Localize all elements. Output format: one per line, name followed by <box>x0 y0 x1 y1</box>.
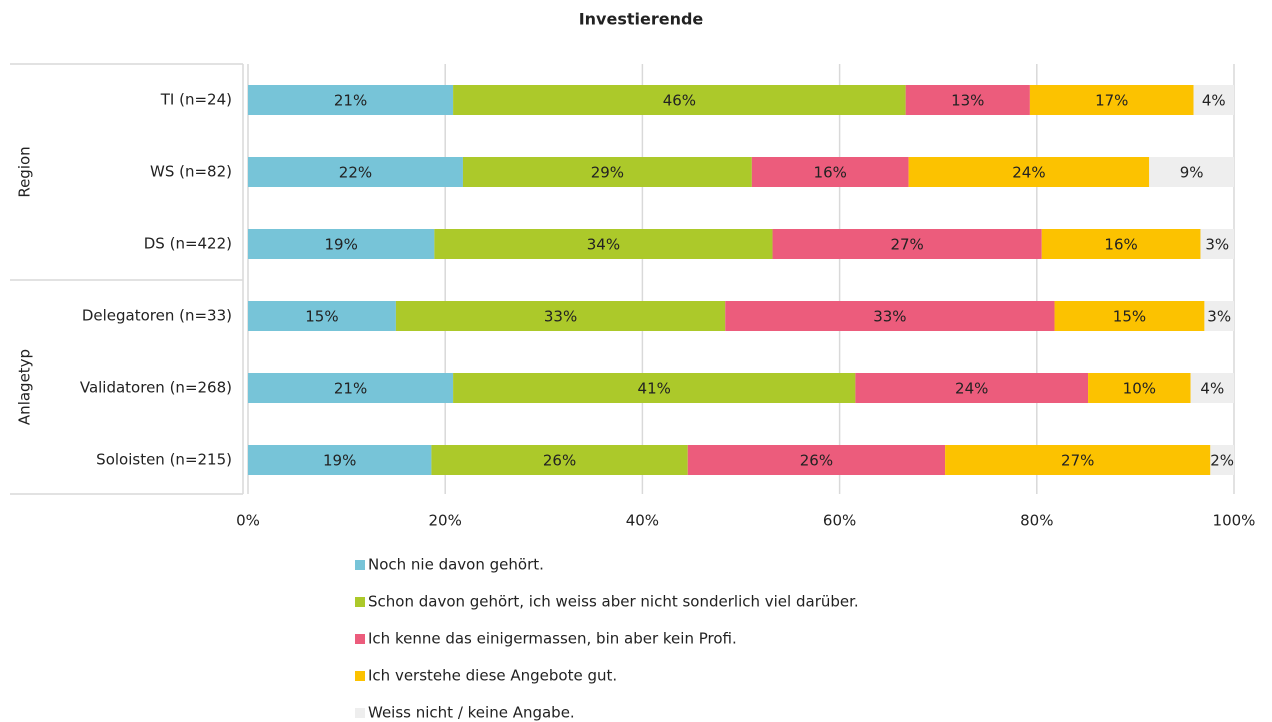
bar-segment <box>725 301 1055 331</box>
group-label: Anlagetyp <box>16 349 34 425</box>
bar-segment <box>434 229 773 259</box>
bar-segment <box>1029 85 1194 115</box>
y-tick-label: DS (n=422) <box>144 235 232 253</box>
data-label: 16% <box>814 164 847 182</box>
legend-label: Weiss nicht / keine Angabe. <box>368 704 575 722</box>
data-label: 10% <box>1123 380 1156 398</box>
x-tick-label: 60% <box>823 512 856 530</box>
data-label: 9% <box>1180 164 1204 182</box>
data-label: 21% <box>334 92 367 110</box>
data-label: 29% <box>591 164 624 182</box>
data-label: 15% <box>305 308 338 326</box>
bar-segment <box>1193 85 1234 115</box>
data-label: 26% <box>800 452 833 470</box>
data-label: 4% <box>1202 92 1226 110</box>
legend-swatch <box>355 708 365 718</box>
data-label: 27% <box>890 236 923 254</box>
legend-swatch <box>355 597 365 607</box>
bar-segment <box>248 85 454 115</box>
data-label: 33% <box>873 308 906 326</box>
bar-segment <box>1054 301 1205 331</box>
data-label: 22% <box>339 164 372 182</box>
legend-label: Ich verstehe diese Angebote gut. <box>368 667 617 685</box>
data-label: 46% <box>663 92 696 110</box>
bar-segment <box>453 373 856 403</box>
x-tick-label: 80% <box>1020 512 1053 530</box>
bar-segment <box>248 229 435 259</box>
data-label: 13% <box>951 92 984 110</box>
legend-swatch <box>355 560 365 570</box>
group-label: Region <box>16 146 34 197</box>
bar-segment <box>248 157 463 187</box>
bar-segment <box>453 85 906 115</box>
y-tick-label: WS (n=82) <box>150 163 232 181</box>
bar-segment <box>248 373 454 403</box>
bar-segment <box>908 157 1150 187</box>
data-label: 26% <box>543 452 576 470</box>
bar-segment <box>248 445 432 475</box>
legend-swatch <box>355 634 365 644</box>
x-tick-label: 0% <box>236 512 260 530</box>
bar-segment <box>687 445 946 475</box>
bar-segment <box>462 157 752 187</box>
bar-segment <box>905 85 1030 115</box>
x-tick-label: 100% <box>1213 512 1256 530</box>
y-tick-label: TI (n=24) <box>160 91 232 109</box>
legend-swatch <box>355 671 365 681</box>
bar-segment <box>1190 373 1234 403</box>
bar-segment <box>1041 229 1201 259</box>
data-label: 19% <box>323 452 356 470</box>
legend-label: Noch nie davon gehört. <box>368 556 544 574</box>
legend-label: Ich kenne das einigermassen, bin aber ke… <box>368 630 737 648</box>
bar-segment <box>431 445 688 475</box>
data-label: 15% <box>1113 308 1146 326</box>
bar-segment <box>1204 301 1234 331</box>
data-label: 3% <box>1207 308 1231 326</box>
bar-segment <box>1210 445 1234 475</box>
data-label: 16% <box>1104 236 1137 254</box>
y-tick-label: Soloisten (n=215) <box>96 451 232 469</box>
data-label: 19% <box>325 236 358 254</box>
chart-title: Investierende <box>579 10 704 29</box>
data-label: 4% <box>1200 380 1224 398</box>
bar-segment <box>772 229 1042 259</box>
bar-segment <box>395 301 726 331</box>
y-tick-label: Delegatoren (n=33) <box>82 307 232 325</box>
y-tick-label: Validatoren (n=268) <box>80 379 232 397</box>
data-label: 24% <box>1012 164 1045 182</box>
legend-label: Schon davon gehört, ich weiss aber nicht… <box>368 593 859 611</box>
data-label: 2% <box>1210 452 1234 470</box>
x-tick-label: 40% <box>626 512 659 530</box>
bar-segment <box>945 445 1211 475</box>
data-label: 21% <box>334 380 367 398</box>
data-label: 41% <box>638 380 671 398</box>
data-label: 3% <box>1205 236 1229 254</box>
bar-segment <box>855 373 1089 403</box>
data-label: 34% <box>587 236 620 254</box>
bar-segment <box>248 301 396 331</box>
bar-segment <box>751 157 909 187</box>
x-tick-label: 20% <box>429 512 462 530</box>
bar-segment <box>1149 157 1234 187</box>
data-label: 24% <box>955 380 988 398</box>
bar-segment <box>1200 229 1234 259</box>
data-label: 17% <box>1095 92 1128 110</box>
data-label: 33% <box>544 308 577 326</box>
data-label: 27% <box>1061 452 1094 470</box>
bar-segment <box>1088 373 1191 403</box>
